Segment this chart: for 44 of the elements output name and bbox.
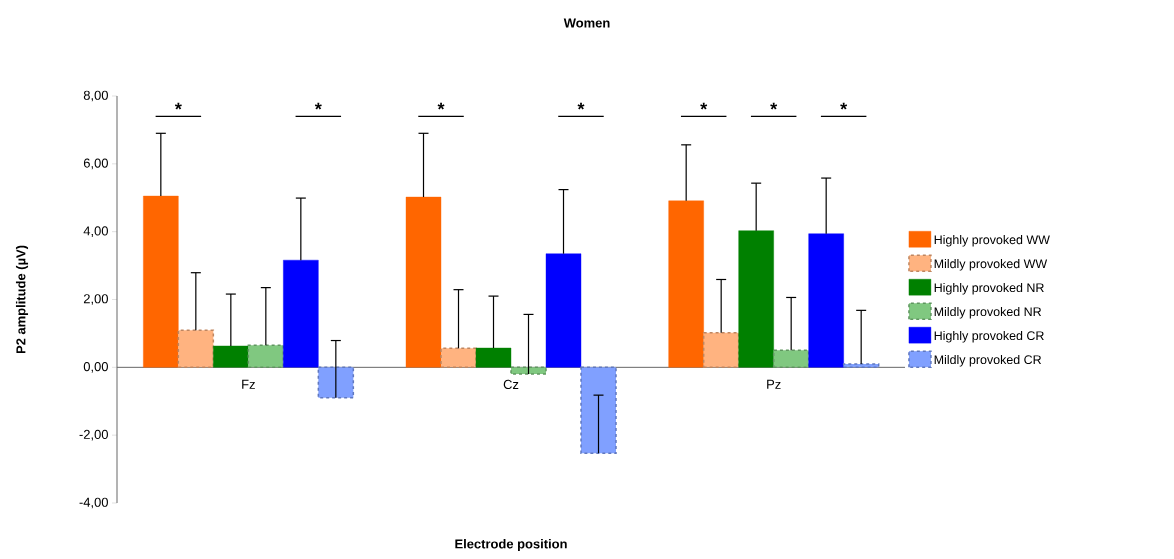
bar: [177, 329, 215, 369]
bar: [510, 366, 547, 375]
bar: [580, 366, 617, 454]
bar: [702, 331, 740, 369]
annotation: *: [437, 102, 445, 110]
legend-label: Mildly provoked CR: [934, 354, 1042, 367]
x-tick-label: Fz: [242, 379, 255, 389]
legend-label: Highly provoked CR: [934, 330, 1044, 343]
bar: [440, 347, 477, 369]
bar: [738, 230, 774, 368]
x-tick-label: Pz: [767, 379, 781, 389]
annotation: *: [577, 102, 585, 110]
y-tick-label: -2,00: [79, 429, 108, 441]
legend-label: Highly provoked NR: [934, 282, 1044, 295]
bar: [247, 344, 285, 369]
annotation: *: [174, 102, 182, 110]
legend-label: Mildly provoked NR: [934, 306, 1042, 319]
x-tick-label: Cz: [503, 379, 519, 390]
bar: [808, 233, 844, 368]
y-axis-title: P2 amplitude (µV): [15, 245, 29, 354]
y-tick-label: 4,00: [83, 226, 108, 238]
y-tick-label: 6,00: [83, 158, 108, 170]
bar: [283, 259, 319, 368]
y-tick-label: 8,00: [83, 90, 108, 102]
bar: [405, 196, 442, 368]
legend-label: Highly provoked WW: [934, 235, 1050, 247]
annotation: *: [840, 102, 848, 110]
y-tick-label: -4,00: [79, 497, 108, 509]
bar: [317, 366, 355, 399]
annotation: *: [700, 102, 708, 110]
y-tick-label: 2,00: [83, 294, 108, 305]
x-axis-title: Electrode position: [455, 538, 567, 552]
bar: [842, 363, 880, 369]
bar: [545, 253, 582, 368]
chart-title: Women: [563, 18, 610, 28]
annotation: *: [770, 102, 778, 110]
legend-label: Mildly provoked WW: [934, 259, 1048, 271]
bar: [772, 349, 810, 369]
bar: [668, 200, 704, 368]
bar: [213, 345, 249, 368]
bar: [475, 347, 512, 368]
y-tick-label: 0,00: [83, 361, 108, 373]
annotation: *: [314, 102, 322, 110]
bar: [143, 195, 179, 368]
